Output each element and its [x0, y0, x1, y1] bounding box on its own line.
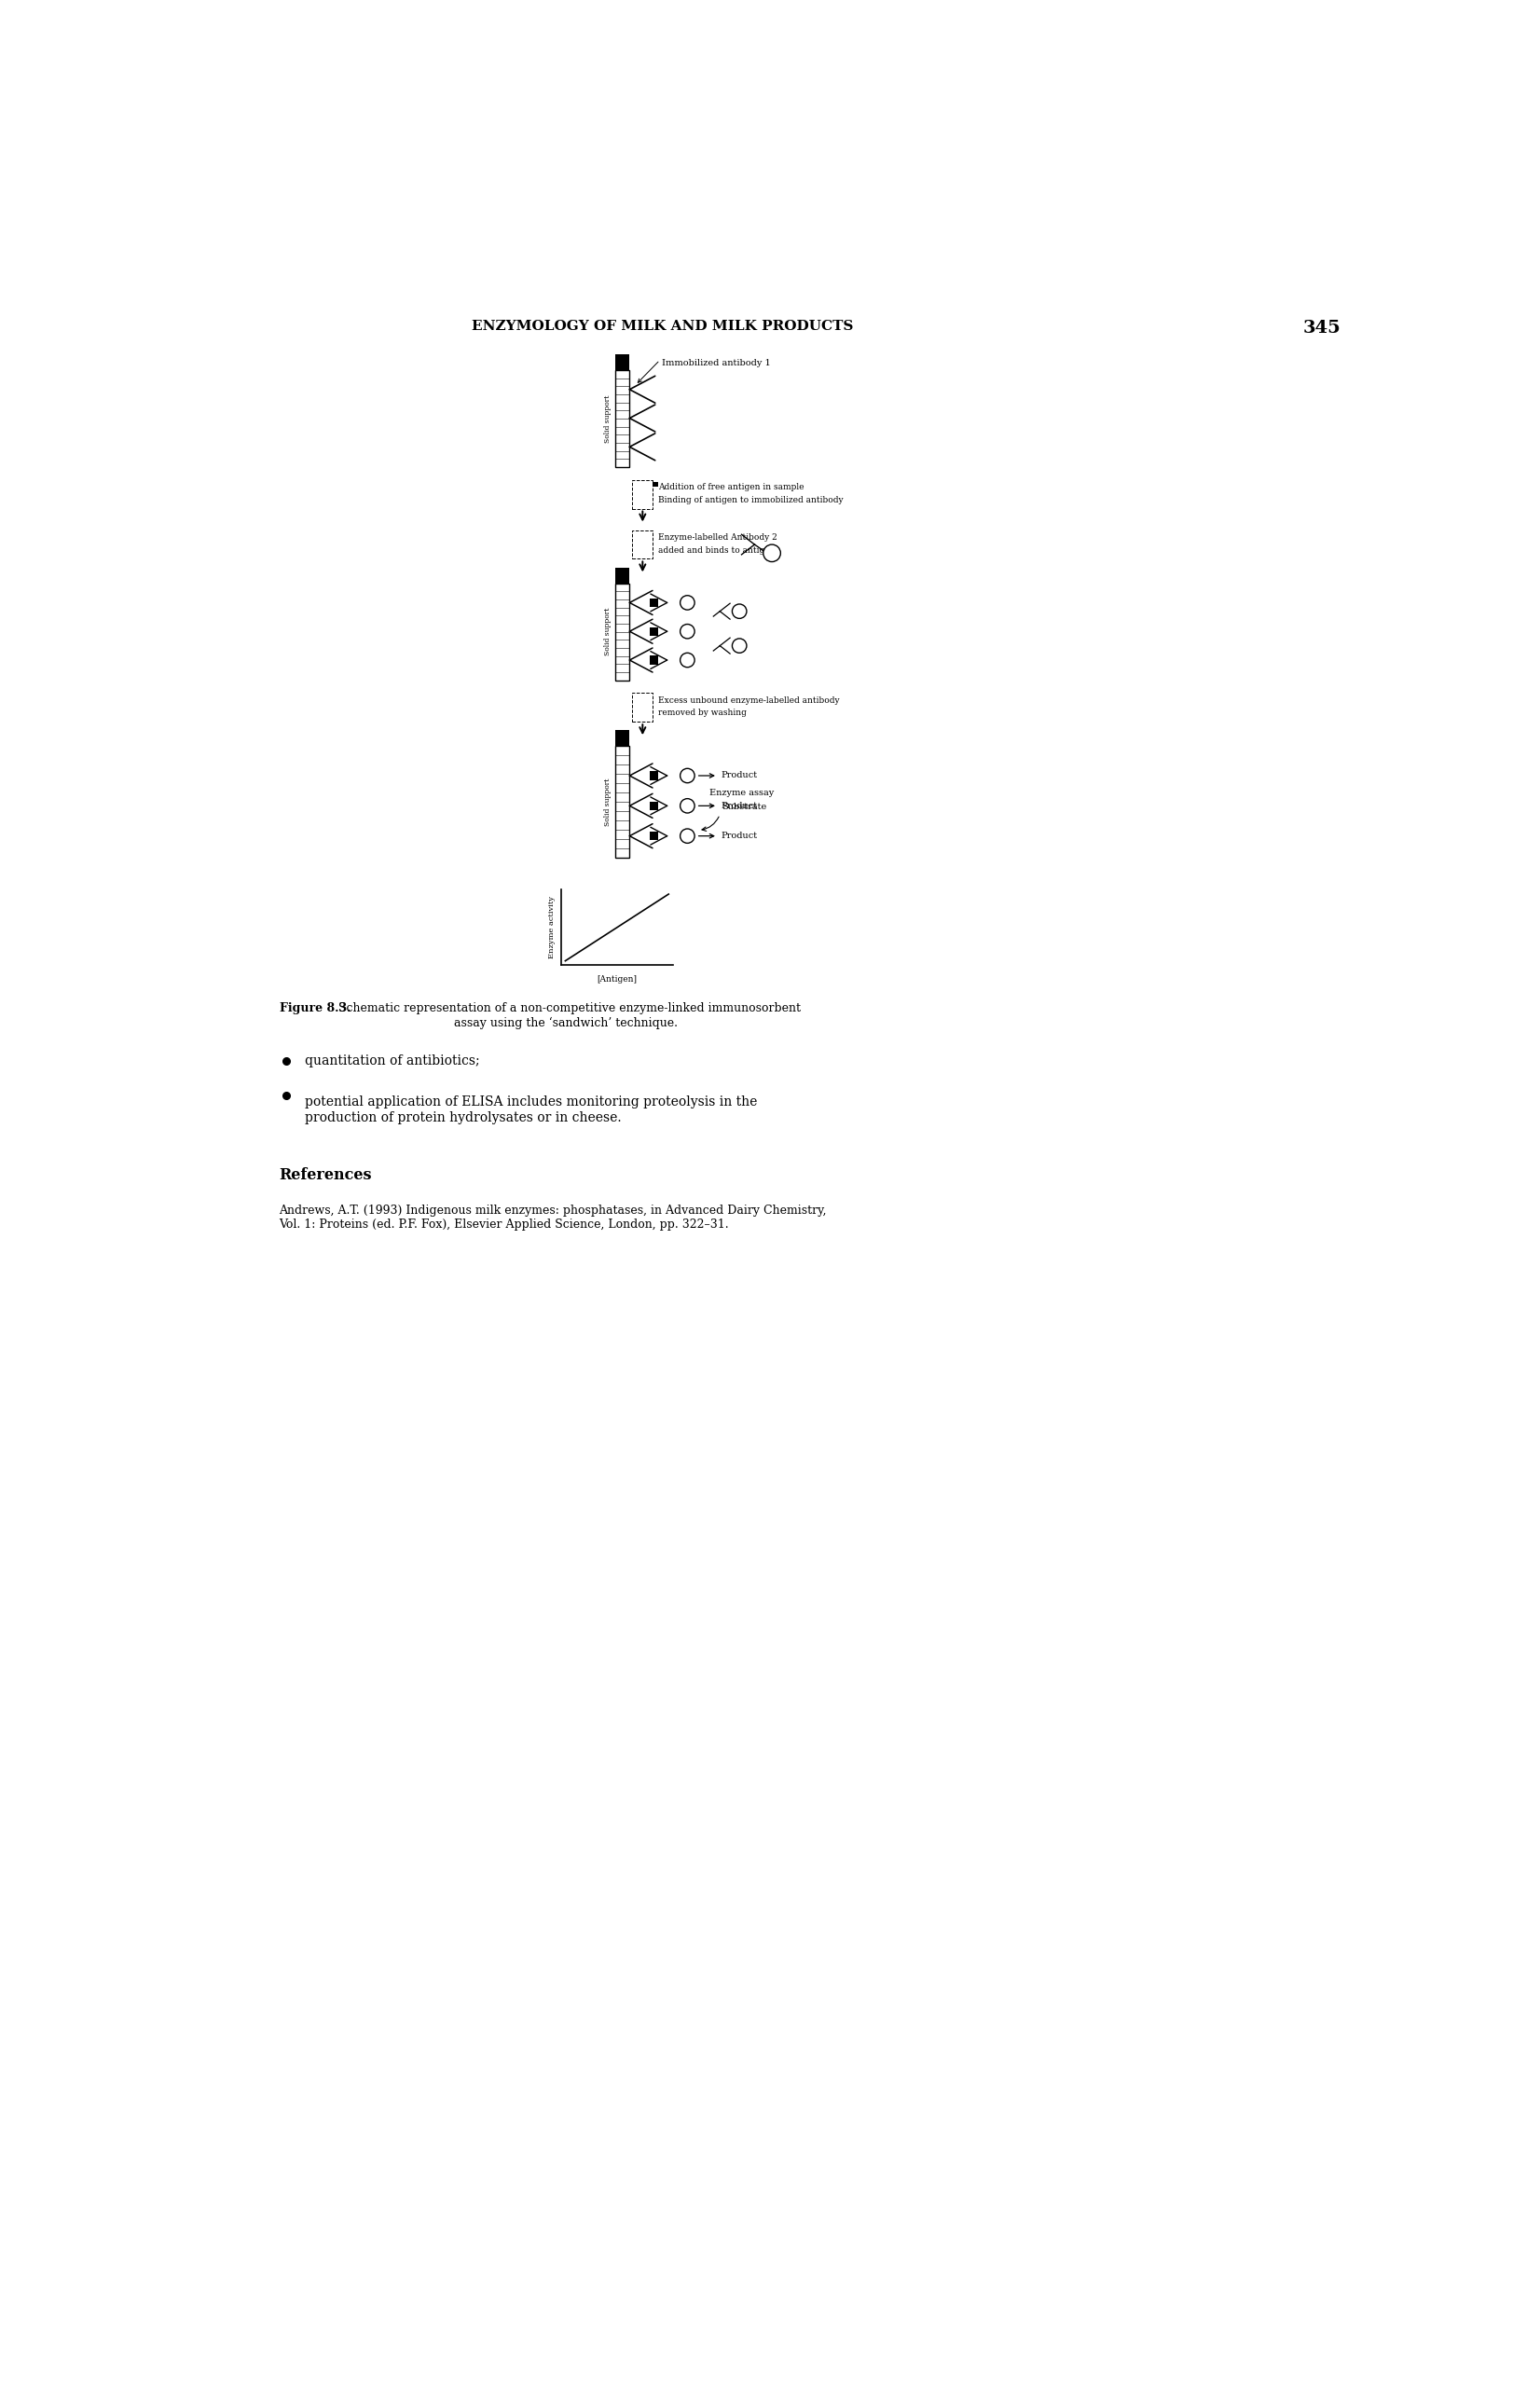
Text: Enzyme assay: Enzyme assay: [708, 788, 773, 798]
Text: References: References: [279, 1167, 373, 1184]
Text: removed by washing: removed by washing: [659, 709, 747, 716]
Bar: [633, 530, 653, 558]
Bar: [650, 628, 659, 635]
Bar: [633, 692, 653, 721]
Text: ENZYMOLOGY OF MILK AND MILK PRODUCTS: ENZYMOLOGY OF MILK AND MILK PRODUCTS: [471, 319, 853, 333]
Circle shape: [764, 544, 781, 561]
Text: [Antigen]: [Antigen]: [598, 975, 638, 985]
Circle shape: [681, 625, 695, 640]
Bar: [614, 731, 630, 745]
Text: Solid support: Solid support: [604, 395, 611, 443]
Circle shape: [681, 597, 695, 611]
Circle shape: [681, 829, 695, 843]
Bar: [614, 745, 630, 858]
Text: Product: Product: [721, 772, 758, 779]
Bar: [614, 568, 630, 582]
Text: added and binds to antigen: added and binds to antigen: [659, 546, 776, 553]
Circle shape: [731, 604, 747, 618]
Text: Addition of free antigen in sample: Addition of free antigen in sample: [659, 482, 804, 491]
Text: Enzyme activity: Enzyme activity: [548, 896, 556, 958]
Circle shape: [731, 640, 747, 654]
Text: Product: Product: [721, 803, 758, 810]
Bar: [614, 369, 630, 467]
Bar: [633, 479, 653, 508]
Text: Substrate: Substrate: [722, 803, 767, 810]
Text: Schematic representation of a non-competitive enzyme-linked immunosorbent
assay : Schematic representation of a non-compet…: [331, 1002, 801, 1028]
Bar: [650, 657, 659, 664]
Circle shape: [681, 798, 695, 812]
Text: Figure 8.3.: Figure 8.3.: [279, 1002, 351, 1014]
Circle shape: [681, 654, 695, 666]
Text: Excess unbound enzyme-labelled antibody: Excess unbound enzyme-labelled antibody: [659, 695, 839, 704]
Bar: [650, 831, 659, 841]
Circle shape: [681, 769, 695, 783]
Text: Solid support: Solid support: [604, 779, 611, 827]
Text: Solid support: Solid support: [604, 609, 611, 657]
Text: potential application of ELISA includes monitoring proteolysis in the
production: potential application of ELISA includes …: [305, 1095, 758, 1124]
Bar: [650, 803, 659, 810]
Bar: [650, 772, 659, 781]
Text: Enzyme-labelled Antibody 2: Enzyme-labelled Antibody 2: [659, 532, 778, 541]
Text: Andrews, A.T. (1993) Indigenous milk enzymes: phosphatases, in Advanced Dairy Ch: Andrews, A.T. (1993) Indigenous milk enz…: [279, 1205, 827, 1229]
Text: quantitation of antibiotics;: quantitation of antibiotics;: [305, 1054, 479, 1069]
Bar: [653, 482, 658, 486]
Bar: [614, 355, 630, 369]
Text: Product: Product: [721, 831, 758, 841]
Bar: [614, 582, 630, 680]
Text: 345: 345: [1303, 319, 1341, 335]
Bar: [650, 599, 659, 606]
Text: Binding of antigen to immobilized antibody: Binding of antigen to immobilized antibo…: [659, 496, 844, 503]
Text: Immobilized antibody 1: Immobilized antibody 1: [662, 359, 772, 367]
